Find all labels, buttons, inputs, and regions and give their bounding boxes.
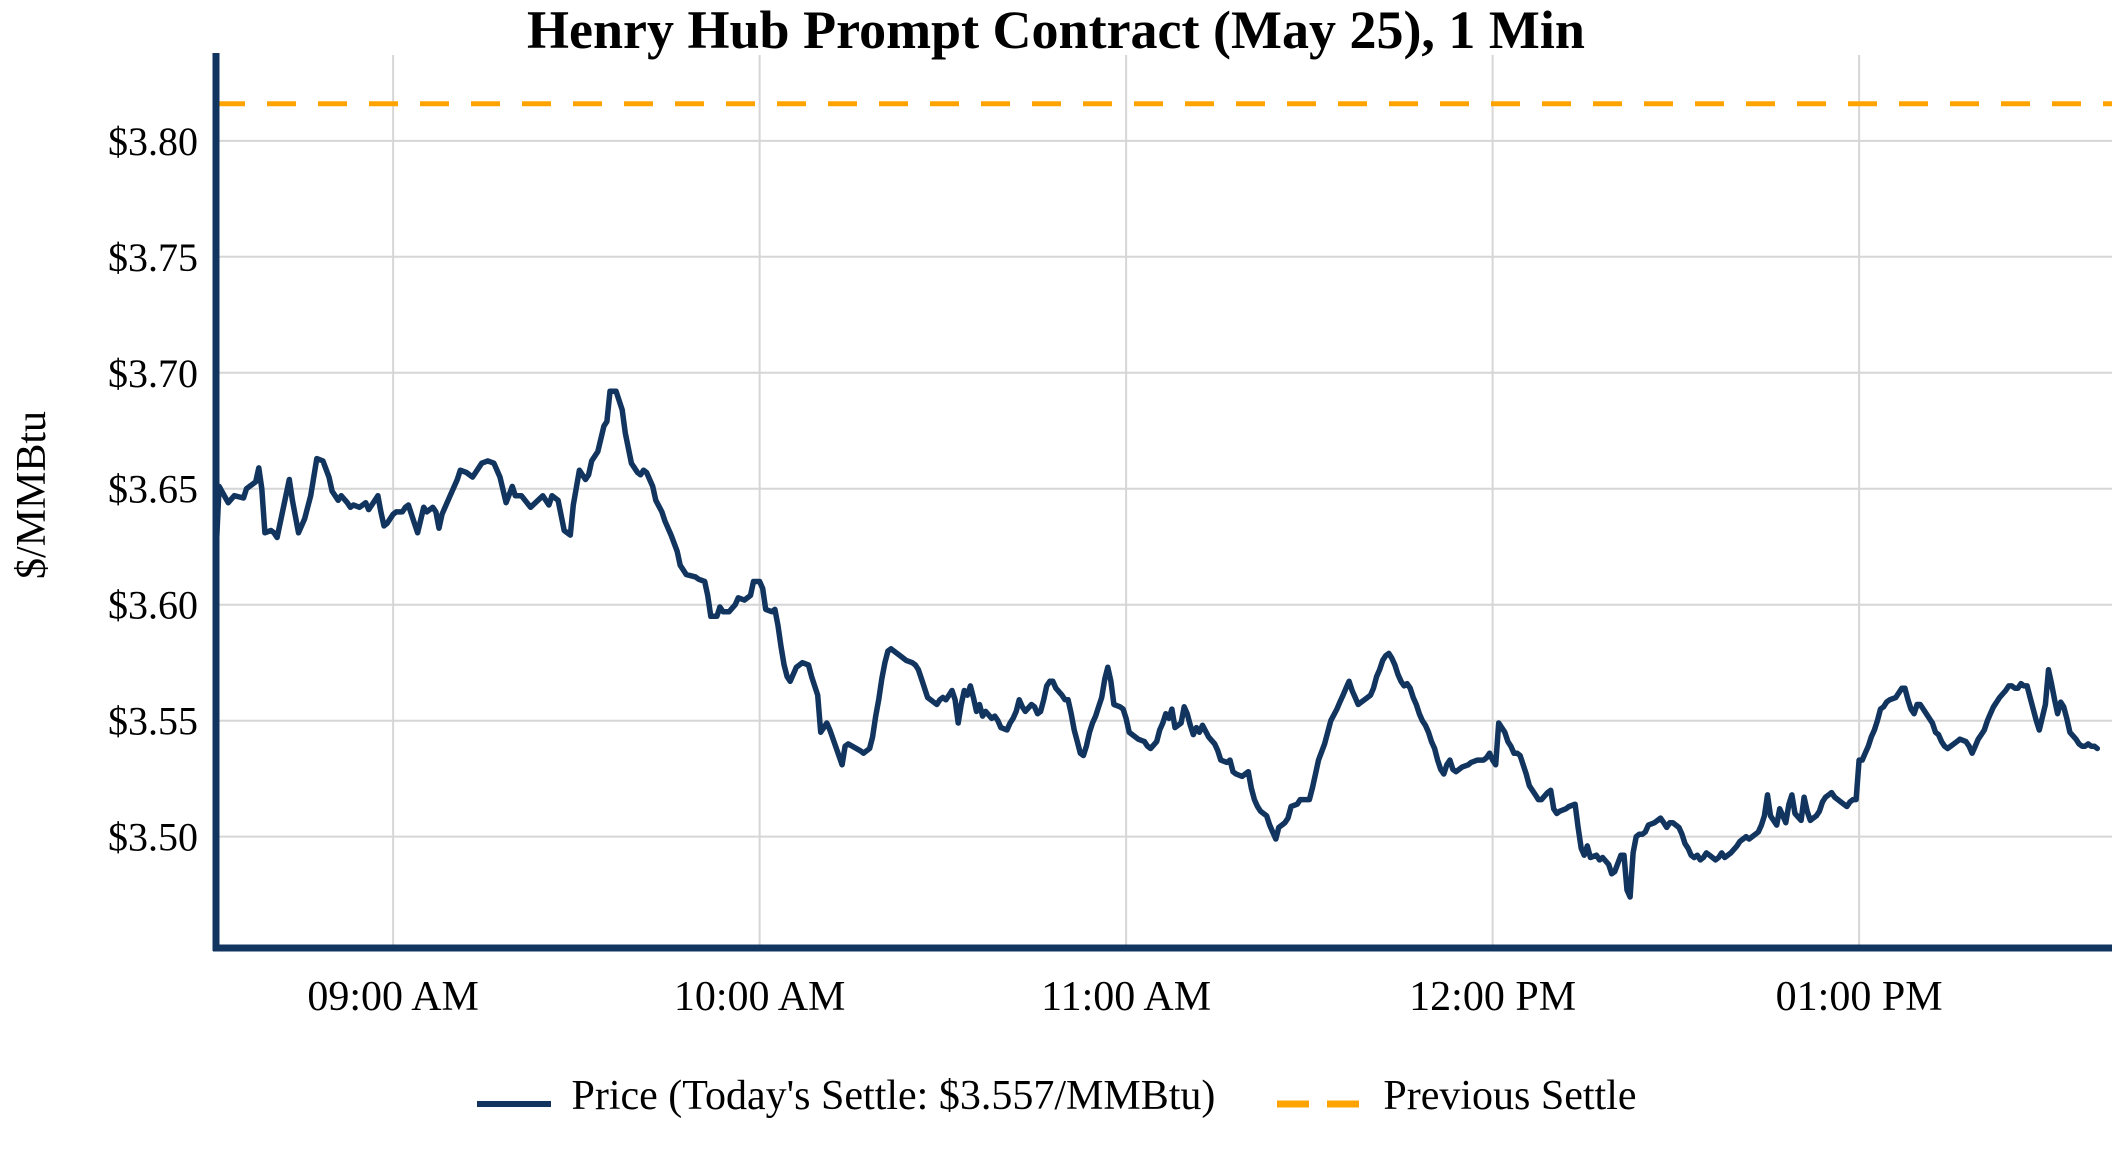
price-line-swatch-icon xyxy=(475,1072,553,1120)
chart-title: Henry Hub Prompt Contract (May 25), 1 Mi… xyxy=(527,0,1585,60)
x-tick-label: 12:00 PM xyxy=(1409,974,1576,1020)
price-line xyxy=(213,388,2101,900)
previous-settle-swatch-icon xyxy=(1275,1072,1365,1120)
y-tick-label: $3.75 xyxy=(108,235,198,280)
x-tick-label: 10:00 AM xyxy=(674,974,846,1020)
y-tick-label: $3.65 xyxy=(108,467,198,512)
y-tick-label: $3.50 xyxy=(108,815,198,860)
axes xyxy=(212,53,2112,952)
y-tick-label: $3.60 xyxy=(108,583,198,628)
gridlines xyxy=(216,55,2112,948)
x-tick-label: 09:00 AM xyxy=(307,974,479,1020)
chart-legend: Price (Today's Settle: $3.557/MMBtu) Pre… xyxy=(0,1072,2112,1120)
previous-settle-legend-label: Previous Settle xyxy=(1383,1073,1637,1119)
y-tick-label: $3.80 xyxy=(108,119,198,164)
x-tick-label: 01:00 PM xyxy=(1776,974,1943,1020)
y-tick-label: $3.55 xyxy=(108,699,198,744)
x-tick-label: 11:00 AM xyxy=(1041,974,1211,1020)
price-legend-label: Price (Today's Settle: $3.557/MMBtu) xyxy=(571,1073,1216,1119)
y-tick-label: $3.70 xyxy=(108,351,198,396)
